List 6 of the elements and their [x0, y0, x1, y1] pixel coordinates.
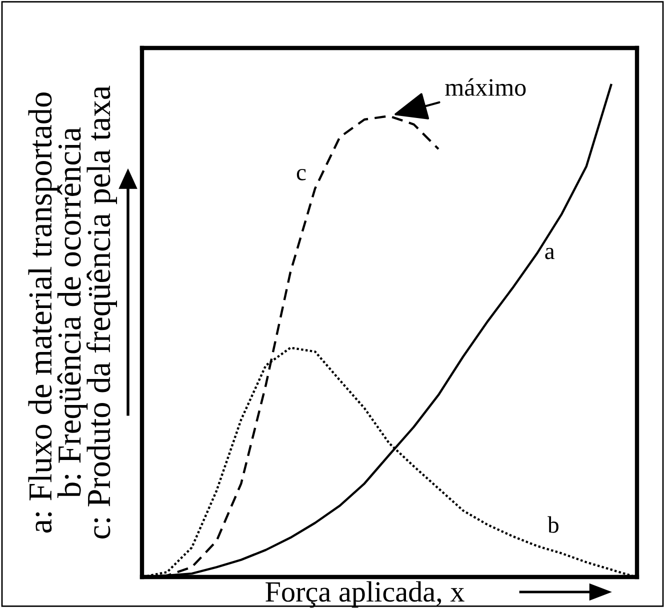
series-label: c — [296, 169, 306, 180]
y-axis-title: a: Fluxo de material transportado b: Freqüência de ocorrência c: Produto da freqüência pela taxa — [28, 86, 117, 538]
series-label: a — [545, 248, 555, 260]
annotation: máximo — [445, 78, 526, 96]
series-label: b — [548, 516, 558, 533]
x-axis-title: Força aplicada, x — [266, 581, 464, 608]
